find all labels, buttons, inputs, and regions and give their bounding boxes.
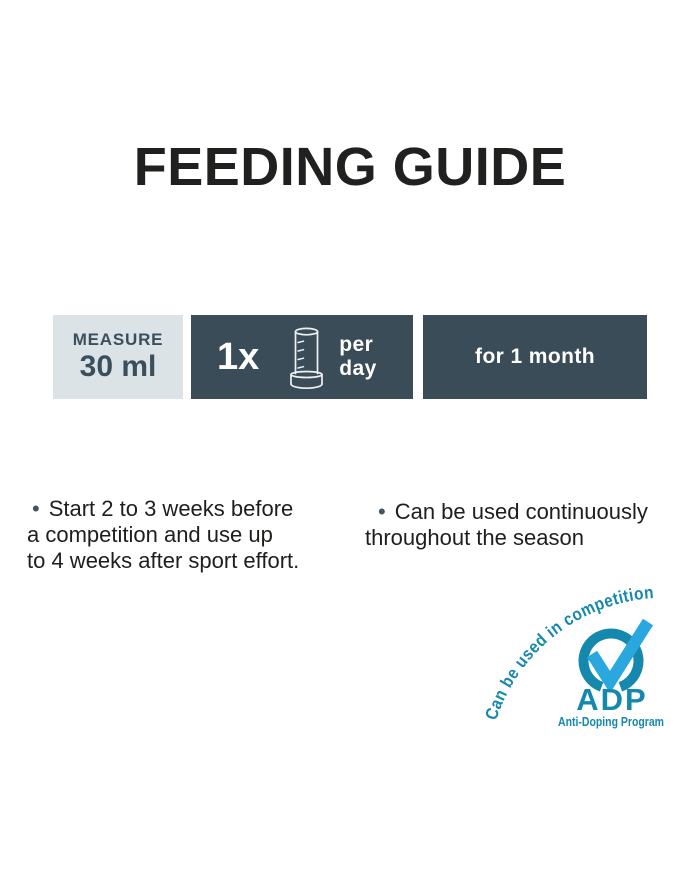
note-text: Can be used continuously — [394, 499, 648, 524]
usage-note-competition: • Start 2 to 3 weeks before a competition… — [27, 496, 299, 574]
page-title: FEEDING GUIDE — [133, 137, 567, 197]
adp-subtitle: Anti-Doping Program — [558, 715, 664, 729]
note-line: a competition and use up — [27, 522, 273, 547]
measure-label: MEASURE — [72, 330, 164, 349]
per-day-label: per day — [339, 333, 377, 380]
note-text: Start 2 to 3 weeks before — [48, 496, 294, 521]
usage-note-season: • Can be used continuously throughout the… — [365, 499, 648, 551]
note-line: • Can be used continuously — [365, 499, 648, 525]
note-line: • Start 2 to 3 weeks before — [27, 496, 299, 522]
adp-acronym: ADP — [576, 682, 647, 717]
adp-anti-doping-badge: Can be used in competition ADP Anti-Dopi… — [455, 568, 700, 748]
bullet-icon: • — [32, 496, 40, 521]
measure-value: 30 ml — [79, 350, 157, 383]
frequency-box: 1x per day — [191, 315, 413, 399]
measure-box: MEASURE 30 ml — [53, 315, 183, 399]
note-line: throughout the season — [365, 525, 584, 550]
duration-box: for 1 month — [423, 315, 647, 399]
adp-ring-icon — [578, 628, 644, 692]
checkmark-icon — [586, 618, 654, 694]
note-line: to 4 weeks after sport effort. — [27, 548, 300, 573]
duration-label: for 1 month — [475, 345, 595, 368]
bullet-icon: • — [378, 499, 386, 524]
measuring-cup-icon — [290, 327, 324, 396]
times-per-day-value: 1x — [217, 335, 260, 378]
